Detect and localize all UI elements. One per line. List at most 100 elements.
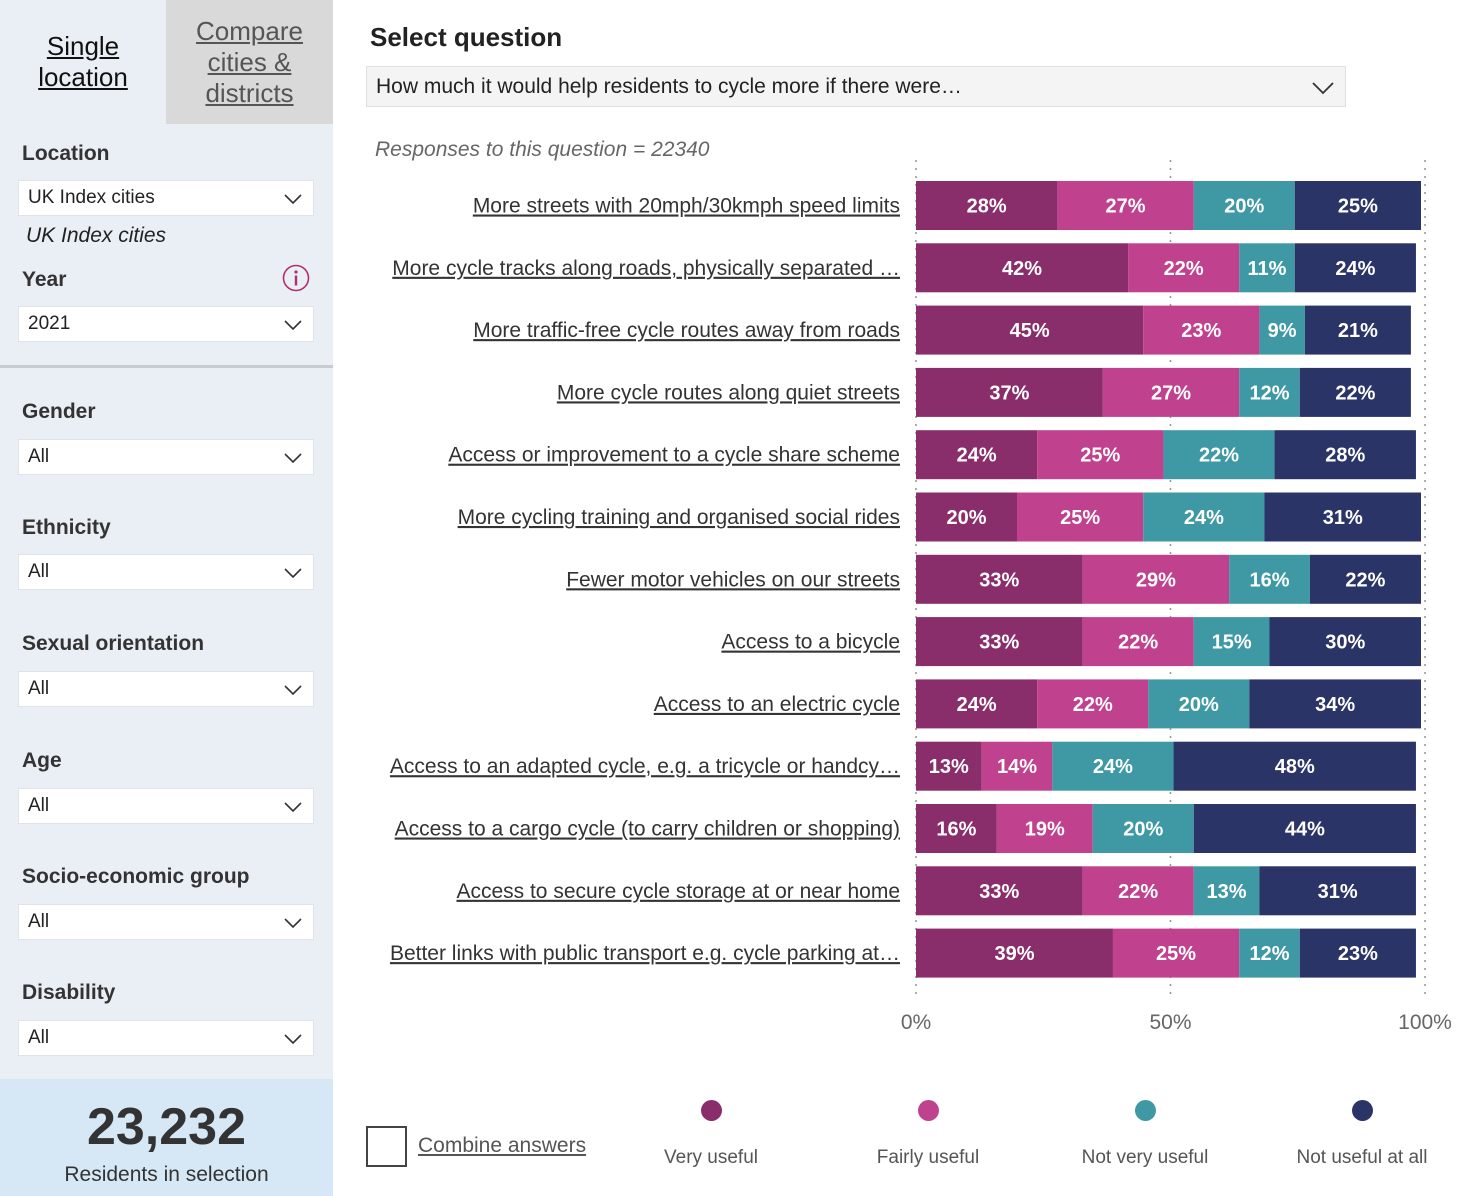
legend-item[interactable]: Not useful at all	[1262, 1100, 1460, 1169]
legend-item[interactable]: Very useful	[611, 1100, 811, 1169]
location-subtitle: UK Index cities	[26, 224, 167, 247]
row-label[interactable]: Access to an electric cycle	[654, 693, 900, 716]
bar-segment[interactable]	[1052, 741, 1174, 791]
bar-segment[interactable]	[1017, 492, 1144, 542]
age-select[interactable]: All	[18, 788, 314, 824]
row-label[interactable]: Better links with public transport e.g. …	[390, 942, 900, 965]
row-label[interactable]: Access to a bicycle	[721, 631, 900, 654]
bar-data-label: 21%	[1338, 320, 1378, 342]
bar-data-label: 9%	[1268, 320, 1297, 342]
bar-segment[interactable]	[1274, 430, 1416, 480]
disability-select[interactable]: All	[18, 1020, 314, 1056]
legend-item[interactable]: Not very useful	[1045, 1100, 1245, 1169]
bar-segment[interactable]	[1082, 617, 1194, 667]
bar-segment[interactable]	[1239, 367, 1300, 417]
info-icon[interactable]	[282, 264, 310, 292]
combine-answers-checkbox[interactable]	[366, 1126, 407, 1167]
bar-segment[interactable]	[1239, 243, 1295, 293]
bar-segment[interactable]	[1173, 741, 1416, 791]
bar-segment[interactable]	[1082, 554, 1230, 604]
row-label[interactable]: Access to a cargo cycle (to carry childr…	[395, 818, 900, 841]
row-label[interactable]: Access or improvement to a cycle share s…	[448, 444, 900, 467]
chevron-down-icon	[1312, 82, 1334, 95]
filter-sidebar: Single location Compare cities & distric…	[0, 0, 333, 1196]
bar-segment[interactable]	[916, 928, 1113, 978]
socio-economic-select[interactable]: All	[18, 904, 314, 940]
bar-segment[interactable]	[1037, 430, 1164, 480]
bar-segment[interactable]	[916, 804, 997, 853]
bar-segment[interactable]	[916, 305, 1144, 355]
row-label[interactable]: Access to secure cycle storage at or nea…	[456, 880, 900, 903]
row-label[interactable]: More cycle tracks along roads, physicall…	[392, 257, 900, 280]
row-label[interactable]: More cycling training and organised soci…	[458, 506, 900, 529]
bar-segment[interactable]	[1112, 928, 1240, 978]
bar-segment[interactable]	[916, 243, 1129, 293]
bar-data-label: 20%	[946, 507, 986, 529]
year-select-value: 2021	[28, 313, 71, 334]
bar-segment[interactable]	[1249, 679, 1421, 729]
bar-segment[interactable]	[1102, 367, 1240, 417]
bar-segment[interactable]	[916, 679, 1038, 729]
bar-segment[interactable]	[1294, 243, 1416, 293]
sexual-orientation-select[interactable]: All	[18, 671, 314, 707]
bar-segment[interactable]	[916, 181, 1058, 230]
bar-segment[interactable]	[1304, 305, 1411, 355]
chevron-down-icon	[284, 802, 302, 813]
bar-segment[interactable]	[1148, 679, 1250, 729]
row-label[interactable]: More cycle routes along quiet streets	[557, 381, 900, 404]
bar-segment[interactable]	[1269, 617, 1422, 667]
gender-select[interactable]: All	[18, 439, 314, 475]
row-label[interactable]: More streets with 20mph/30kmph speed lim…	[473, 195, 900, 218]
bar-data-label: 22%	[1345, 569, 1385, 591]
bar-segment[interactable]	[1143, 492, 1265, 542]
row-label[interactable]: Access to an adapted cycle, e.g. a tricy…	[390, 755, 900, 778]
bar-segment[interactable]	[1299, 367, 1411, 417]
year-select[interactable]: 2021	[18, 306, 314, 342]
bar-segment[interactable]	[1037, 679, 1149, 729]
bar-segment[interactable]	[1163, 430, 1275, 480]
legend-item[interactable]: Fairly useful	[828, 1100, 1028, 1169]
bar-segment[interactable]	[1229, 554, 1310, 604]
x-tick-label: 50%	[1149, 1011, 1191, 1034]
bar-segment[interactable]	[1309, 554, 1421, 604]
bar-segment[interactable]	[1193, 617, 1270, 667]
bar-segment[interactable]	[1143, 305, 1260, 355]
bar-segment[interactable]	[1299, 928, 1416, 978]
bar-segment[interactable]	[1259, 866, 1416, 916]
tab-single-location[interactable]: Single location	[0, 0, 166, 124]
bar-segment[interactable]	[1092, 804, 1194, 853]
bar-segment[interactable]	[1264, 492, 1421, 542]
bar-segment[interactable]	[981, 741, 1053, 791]
bar-segment[interactable]	[916, 554, 1083, 604]
tab-single-location-label: Single location	[38, 31, 128, 92]
socio-economic-label: Socio-economic group	[22, 865, 250, 888]
question-select-value: How much it would help residents to cycl…	[376, 74, 962, 98]
bar-segment[interactable]	[916, 617, 1083, 667]
bar-segment[interactable]	[996, 804, 1093, 853]
bar-segment[interactable]	[916, 430, 1038, 480]
ethnicity-select[interactable]: All	[18, 554, 314, 590]
bar-segment[interactable]	[916, 492, 1017, 542]
question-select[interactable]: How much it would help residents to cycl…	[366, 66, 1346, 107]
bar-segment[interactable]	[1082, 866, 1194, 916]
bar-segment[interactable]	[1239, 928, 1300, 978]
bar-data-label: 27%	[1106, 196, 1146, 218]
bar-segment[interactable]	[916, 367, 1103, 417]
bar-segment[interactable]	[1193, 804, 1416, 853]
bar-segment[interactable]	[1294, 181, 1421, 230]
row-label[interactable]: Fewer motor vehicles on our streets	[566, 568, 900, 591]
bar-segment[interactable]	[1057, 181, 1194, 230]
bar-segment[interactable]	[1259, 305, 1305, 355]
combine-answers-label[interactable]: Combine answers	[418, 1134, 587, 1157]
bar-data-label: 31%	[1323, 507, 1363, 529]
chevron-down-icon	[284, 1034, 302, 1045]
bar-segment[interactable]	[916, 741, 982, 791]
bar-segment[interactable]	[1193, 866, 1260, 916]
bar-segment[interactable]	[916, 866, 1083, 916]
bar-data-label: 23%	[1338, 943, 1378, 965]
bar-segment[interactable]	[1193, 181, 1295, 230]
bar-segment[interactable]	[1128, 243, 1240, 293]
location-select[interactable]: UK Index cities	[18, 180, 314, 216]
row-label[interactable]: More traffic-free cycle routes away from…	[473, 319, 900, 342]
tab-compare-cities[interactable]: Compare cities & districts	[166, 0, 333, 124]
